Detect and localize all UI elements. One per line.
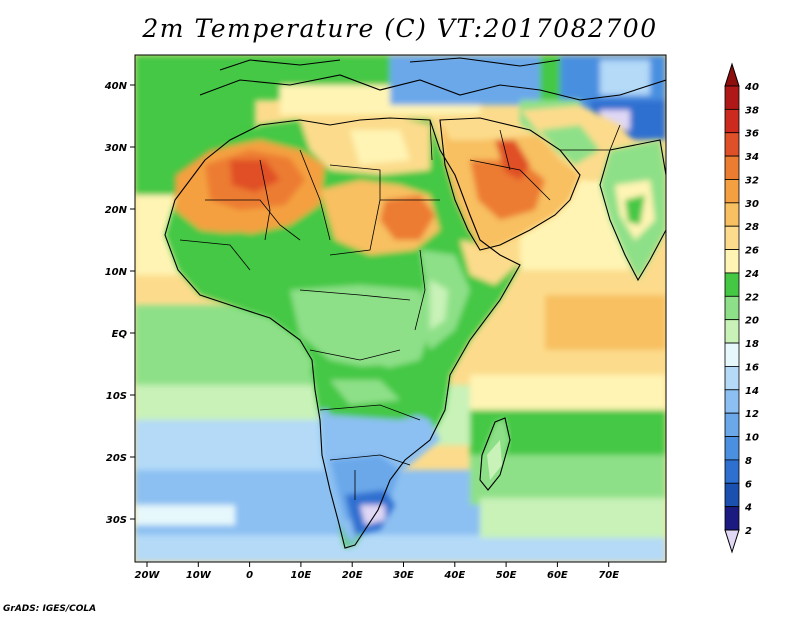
colorbar-label: 8 xyxy=(745,456,752,467)
colorbar-swatch xyxy=(724,249,740,274)
lon-tick-label: 30E xyxy=(393,570,414,581)
indian-ocean-warm xyxy=(545,295,666,350)
lon-tick-label: 0 xyxy=(246,570,253,581)
map-frame xyxy=(135,55,666,562)
colorbar-swatch xyxy=(724,155,740,180)
colorbar-swatch xyxy=(724,482,740,508)
colorbar-swatch xyxy=(724,132,740,157)
longitude-axis: 20W 10W 0 10E 20E 30E 40E 50E 60E 70E xyxy=(135,562,619,581)
lon-tick-label: 70E xyxy=(598,570,619,581)
colorbar-swatch xyxy=(724,506,740,531)
colorbar-label: 12 xyxy=(745,409,759,420)
colorbar-swatch xyxy=(724,459,740,484)
colorbar-label: 2 xyxy=(745,526,752,537)
colorbar-top-arrow xyxy=(724,62,740,87)
colorbar-swatch xyxy=(724,179,740,204)
lat-tick-label: 30S xyxy=(106,515,127,526)
coastlines xyxy=(164,57,666,549)
lat-tick-label: 10S xyxy=(106,391,127,402)
lat-tick-label: 30N xyxy=(105,143,128,154)
lon-tick-label: 50E xyxy=(496,570,517,581)
colorbar-label: 32 xyxy=(745,175,759,186)
lat-tick-label: EQ xyxy=(112,329,128,340)
colorbar-label: 34 xyxy=(745,152,759,163)
lon-tick-label: 20W xyxy=(135,570,161,581)
colorbar-swatch xyxy=(724,108,740,134)
latitude-axis: 40N 30N 20N 10N EQ 10S 20S 30S xyxy=(104,81,135,526)
grads-credit: GrADS: IGES/COLA xyxy=(3,604,97,614)
colorbar-label: 6 xyxy=(745,479,752,490)
colorbar-label: 16 xyxy=(745,362,759,373)
lon-tick-label: 10E xyxy=(291,570,312,581)
country-borders xyxy=(179,119,621,500)
lon-tick-label: 40E xyxy=(443,570,465,581)
colorbar-swatch xyxy=(724,436,740,461)
colorbar-label: 28 xyxy=(745,222,759,233)
colorbar-label: 18 xyxy=(745,339,759,350)
colorbar-swatch xyxy=(724,342,740,367)
map-title: 2m Temperature (C) VT:2017082700 xyxy=(142,14,658,43)
colorbar-swatch xyxy=(724,366,740,391)
colorbar-label: 36 xyxy=(745,129,759,140)
lon-tick-label: 20E xyxy=(342,570,363,581)
colorbar-label: 26 xyxy=(745,246,759,257)
colorbar-swatch xyxy=(724,225,740,250)
colorbar-label: 10 xyxy=(745,433,759,444)
colorbar-label: 38 xyxy=(745,105,759,116)
colorbar-bottom-arrow xyxy=(724,529,740,554)
colorbar-swatch xyxy=(724,389,740,414)
black-sea-turkey-cool xyxy=(390,55,540,105)
colorbar-swatch xyxy=(724,295,740,321)
lat-tick-label: 10N xyxy=(105,267,128,278)
lat-tick-label: 20N xyxy=(105,205,128,216)
colorbar-label: 22 xyxy=(745,292,759,303)
colorbar-label: 30 xyxy=(745,199,759,210)
map-border xyxy=(134,54,667,563)
lat-tick-label: 40N xyxy=(104,81,128,92)
colorbar-label: 24 xyxy=(745,269,759,280)
lat-tick-label: 20S xyxy=(106,453,127,464)
colorbar-label: 40 xyxy=(744,82,759,93)
colorbar-label: 14 xyxy=(745,386,759,397)
colorbar-swatch xyxy=(724,202,740,227)
colorbar-swatch xyxy=(724,319,740,344)
lon-tick-label: 60E xyxy=(547,570,568,581)
colorbar-label: 4 xyxy=(744,503,752,514)
colorbar-swatch xyxy=(724,85,740,110)
colorbar-label: 20 xyxy=(745,316,759,327)
colorbar-swatch xyxy=(724,412,740,437)
lon-tick-label: 10W xyxy=(186,570,212,581)
colorbar-swatch xyxy=(724,272,740,297)
